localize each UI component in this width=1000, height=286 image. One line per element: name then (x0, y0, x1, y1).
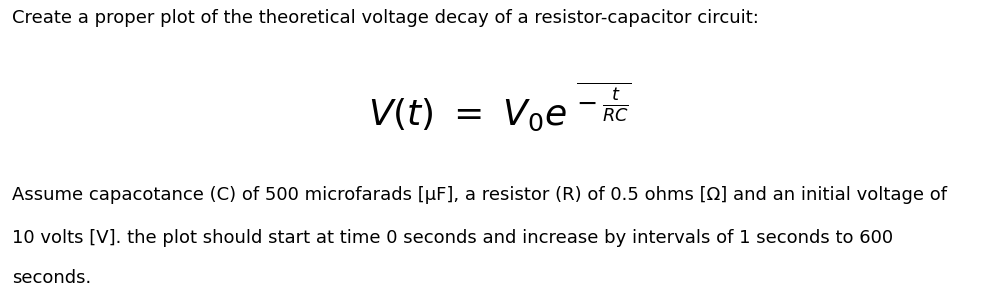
Text: seconds.: seconds. (12, 269, 91, 286)
Text: 10 volts [V]. the plot should start at time 0 seconds and increase by intervals : 10 volts [V]. the plot should start at t… (12, 229, 893, 247)
Text: Create a proper plot of the theoretical voltage decay of a resistor-capacitor ci: Create a proper plot of the theoretical … (12, 9, 759, 27)
Text: Assume capacotance (C) of 500 microfarads [μF], a resistor (R) of 0.5 ohms [Ω] a: Assume capacotance (C) of 500 microfarad… (12, 186, 947, 204)
Text: $\mathit{V}(\mathit{t})\ =\ \mathit{V}_{0}\mathit{e}^{\ \overline{-\,\frac{\math: $\mathit{V}(\mathit{t})\ =\ \mathit{V}_{… (368, 80, 632, 133)
